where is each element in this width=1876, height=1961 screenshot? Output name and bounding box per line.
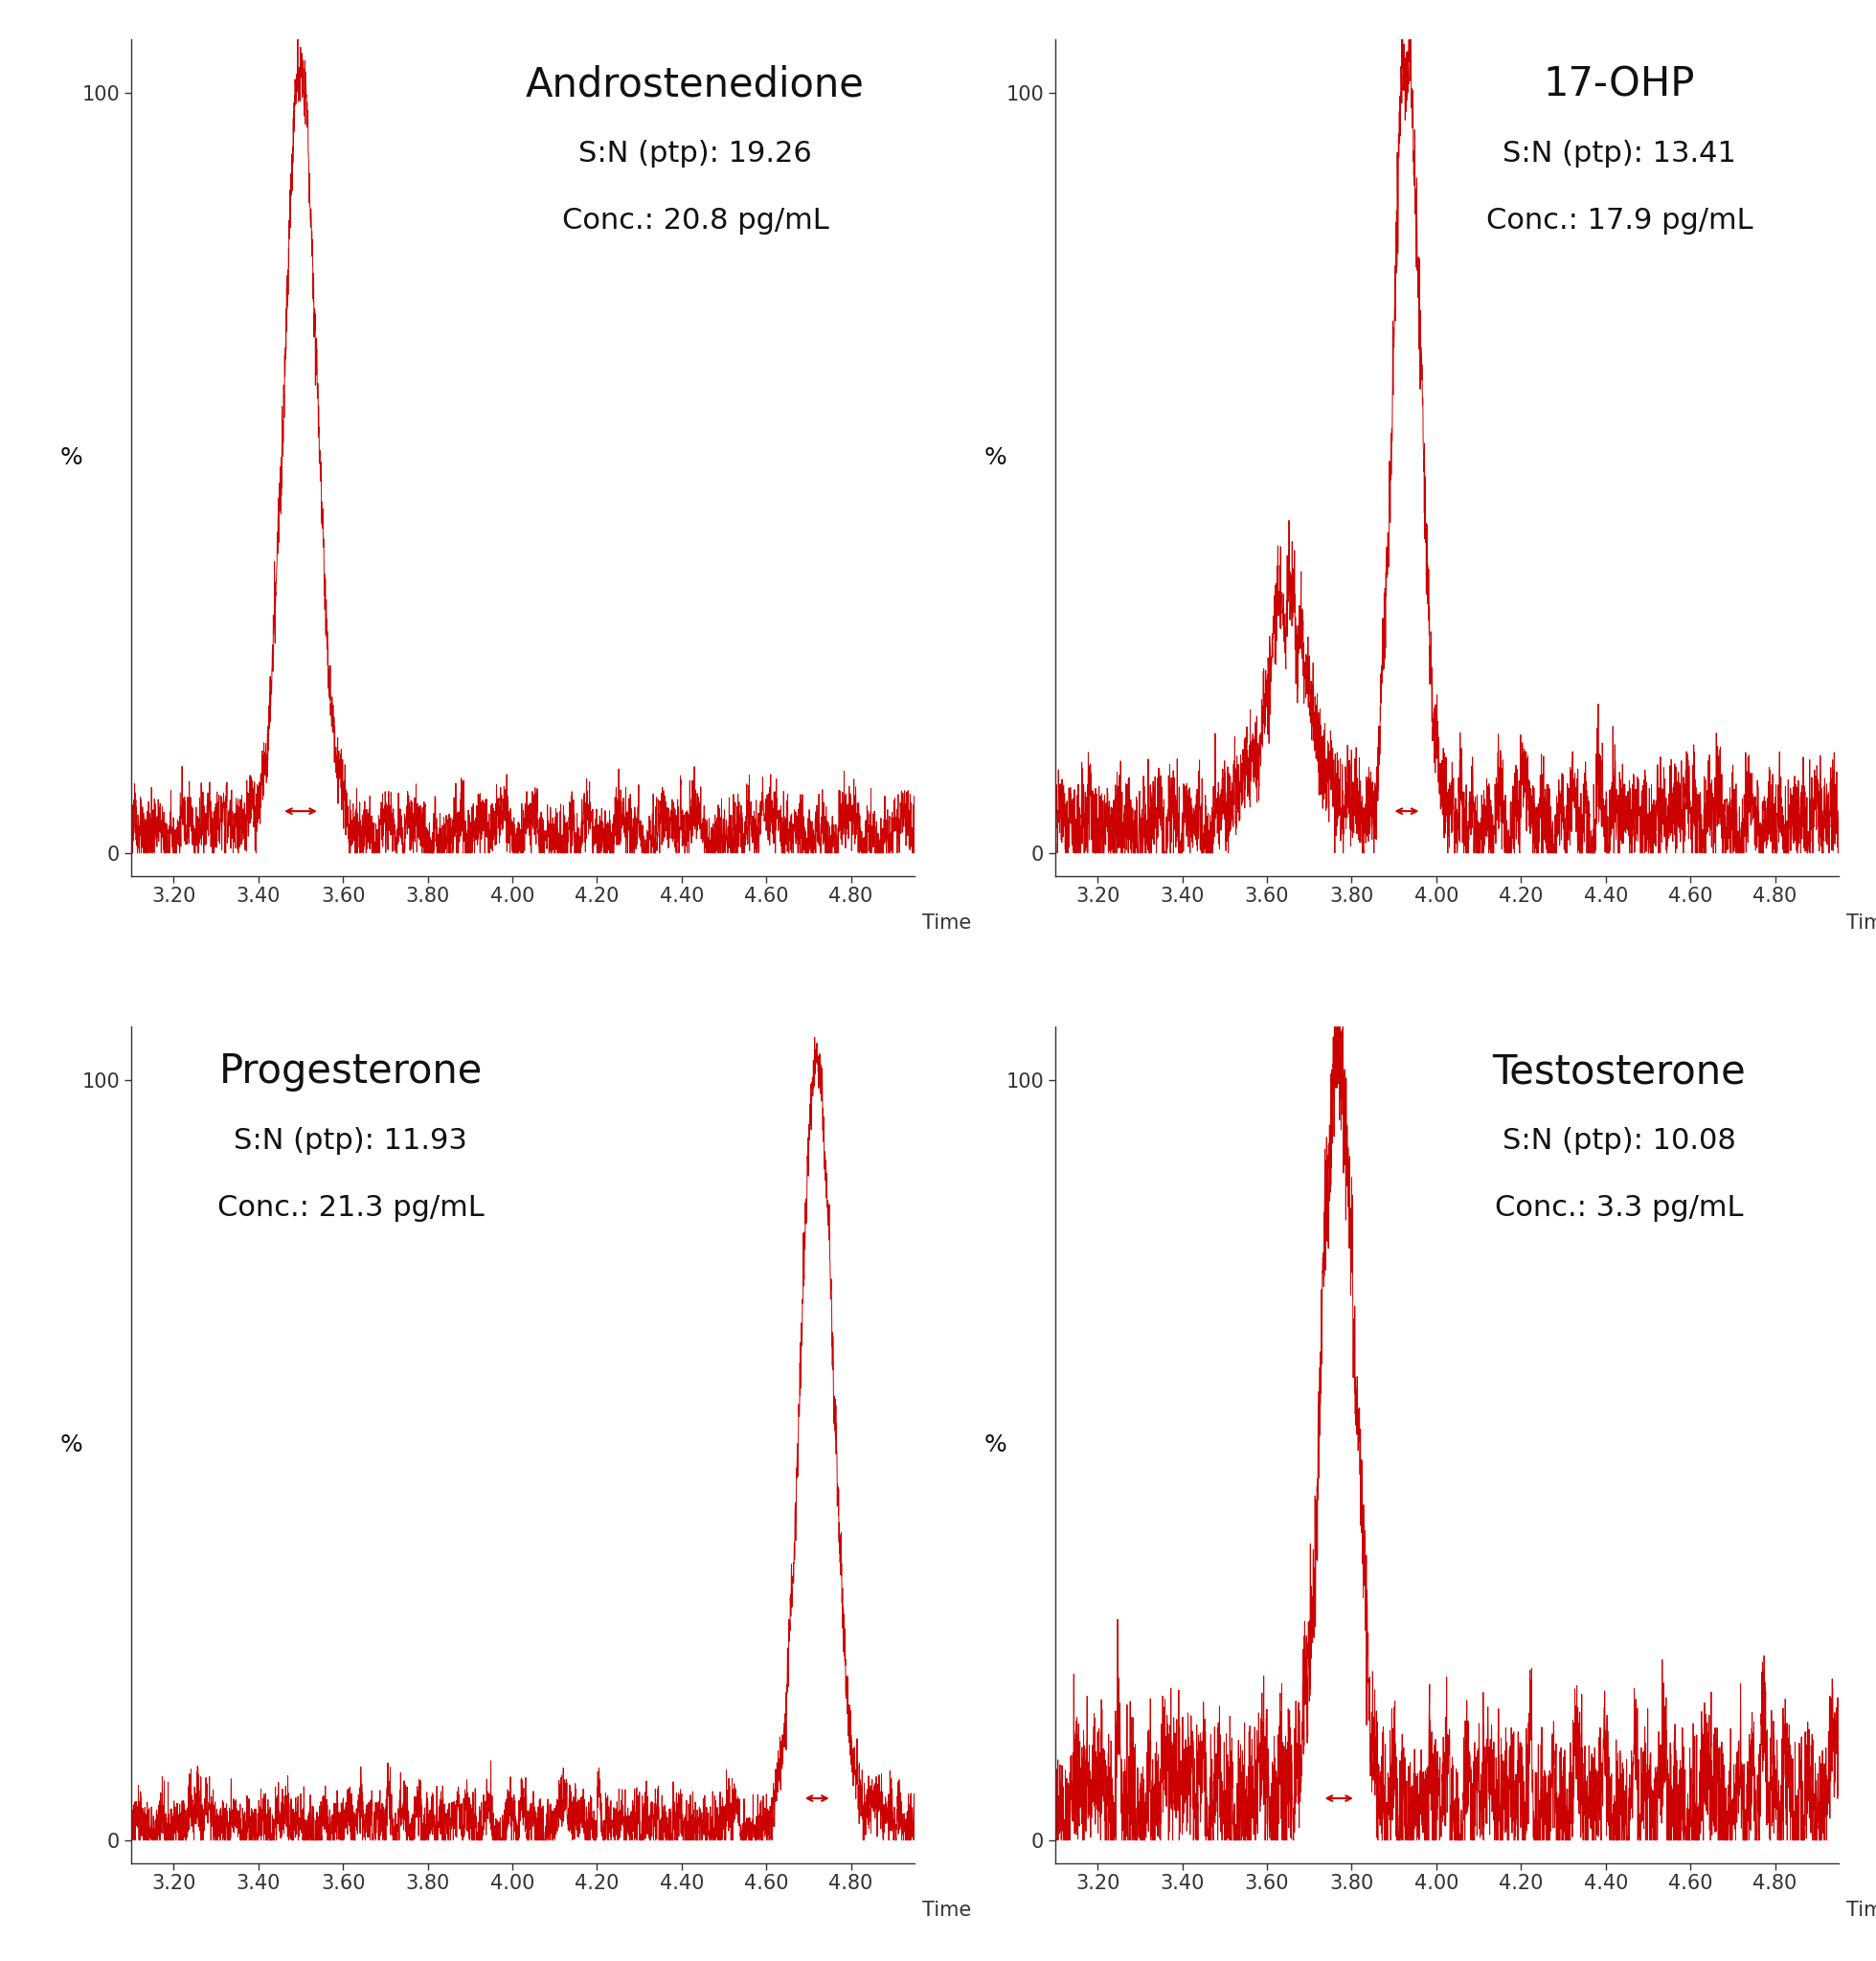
Text: Conc.: 20.8 pg/mL: Conc.: 20.8 pg/mL xyxy=(561,206,829,233)
Text: Time: Time xyxy=(1846,914,1876,933)
Text: Androstenedione: Androstenedione xyxy=(525,65,865,104)
Text: Conc.: 17.9 pg/mL: Conc.: 17.9 pg/mL xyxy=(1486,206,1752,233)
Y-axis label: %: % xyxy=(985,445,1007,469)
Text: Time: Time xyxy=(1846,1900,1876,1920)
Text: S:N (ptp): 13.41: S:N (ptp): 13.41 xyxy=(1503,139,1735,167)
Text: Progesterone: Progesterone xyxy=(219,1051,482,1092)
Text: S:N (ptp): 19.26: S:N (ptp): 19.26 xyxy=(578,139,812,167)
Text: 17-OHP: 17-OHP xyxy=(1544,65,1696,104)
Y-axis label: %: % xyxy=(60,445,83,469)
Text: Conc.: 21.3 pg/mL: Conc.: 21.3 pg/mL xyxy=(218,1194,484,1222)
Text: Time: Time xyxy=(923,1900,972,1920)
Text: S:N (ptp): 10.08: S:N (ptp): 10.08 xyxy=(1503,1128,1735,1155)
Text: Time: Time xyxy=(923,914,972,933)
Y-axis label: %: % xyxy=(985,1433,1007,1457)
Y-axis label: %: % xyxy=(60,1433,83,1457)
Text: Conc.: 3.3 pg/mL: Conc.: 3.3 pg/mL xyxy=(1495,1194,1743,1222)
Text: Testosterone: Testosterone xyxy=(1493,1051,1747,1092)
Text: S:N (ptp): 11.93: S:N (ptp): 11.93 xyxy=(234,1128,467,1155)
